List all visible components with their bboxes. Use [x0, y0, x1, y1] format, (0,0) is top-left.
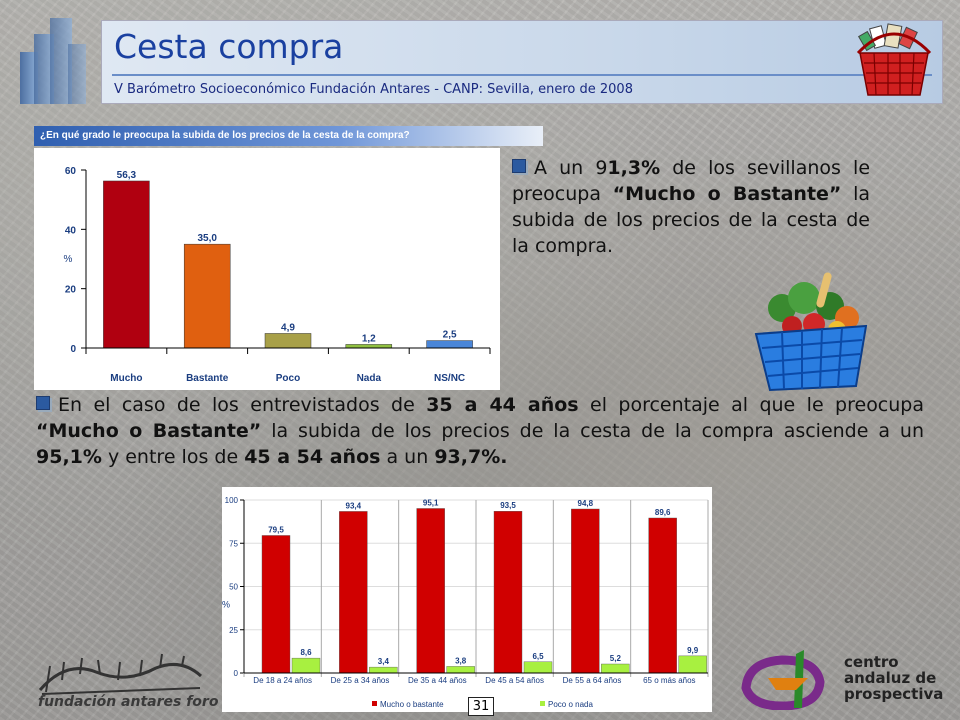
bar-value-label: 89,6 — [655, 508, 671, 517]
page-number: 31 — [468, 697, 494, 716]
title-divider — [112, 74, 932, 76]
bar-mucho-o-bastante — [493, 511, 523, 674]
shopping-basket-icon — [856, 23, 932, 96]
cap-logo-line-1: centro — [844, 653, 899, 671]
centro-andaluz-prospectiva-logo-icon — [741, 650, 825, 710]
bar-value-label: 56,3 — [117, 170, 137, 181]
y-axis-label: % — [222, 599, 230, 609]
bar-poco-o-nada — [446, 666, 475, 674]
bar-value-label: 93,4 — [346, 501, 362, 510]
fundacion-antares-logo-text: fundación antares foro — [38, 694, 219, 710]
x-category-label: De 35 a 44 años — [408, 676, 467, 685]
bullet2-bold-2: “Mucho o Bastante” — [36, 420, 262, 442]
bar-value-label: 5,2 — [610, 654, 622, 663]
bullet2-text-4: y entre los de — [101, 446, 245, 468]
y-tick-label: 40 — [65, 225, 77, 236]
bar — [426, 340, 473, 349]
bar-poco-o-nada — [291, 657, 321, 674]
bar-value-label: 3,8 — [455, 656, 467, 665]
bar-mucho-o-bastante — [416, 508, 445, 674]
bar-value-label: 1,2 — [362, 333, 376, 344]
x-category-label: 65 o más años — [643, 676, 695, 685]
bar-value-label: 95,1 — [423, 498, 439, 507]
x-category-label: Poco — [276, 373, 300, 384]
bullet2-text-1: En el caso de los entrevistados de — [58, 394, 427, 416]
buildings-logo-icon — [20, 16, 90, 104]
bullet2-text-3: la subida de los precios de la cesta de … — [261, 420, 924, 442]
bar-poco-o-nada — [523, 661, 553, 674]
bar-value-label: 4,9 — [281, 322, 295, 333]
concern-level-chart: 0 20 40 60% 56,3 Mucho 35,0 Bastante 4,9 Poco 1,2 N… — [34, 148, 500, 390]
bar-value-label: 93,5 — [500, 501, 516, 510]
concern-level-chart-svg: 0 20 40 60% 56,3 Mucho 35,0 Bastante 4,9 Poco 1,2 N… — [64, 166, 491, 384]
bar-value-label: 2,5 — [443, 330, 457, 341]
y-tick-label: 25 — [229, 626, 238, 635]
x-category-label: Mucho — [110, 373, 142, 384]
y-tick-label: 60 — [65, 166, 77, 177]
bullet1-text-1: A un 9 — [534, 157, 608, 179]
bar-value-label: 8,6 — [300, 648, 312, 657]
x-category-label: De 25 a 34 años — [331, 676, 390, 685]
x-category-label: De 55 a 64 años — [563, 676, 622, 685]
summary-bullet-2: En el caso de los entrevistados de 35 a … — [36, 392, 924, 470]
concern-by-age-chart: 0 25 50 75 100% 79,5 8,6 De 18 a 24 años 93,4 3,4… — [222, 487, 712, 712]
bar-value-label: 6,5 — [532, 652, 544, 661]
bar — [103, 180, 150, 349]
fundacion-antares-logo-icon — [38, 653, 203, 695]
bar-mucho-o-bastante — [571, 508, 600, 674]
centro-andaluz-prospectiva-logo-text: centro andaluz de prospectiva — [844, 654, 943, 702]
bullet2-bold-4: 45 a 54 años — [244, 446, 381, 468]
cap-logo-line-2: andaluz de — [844, 669, 937, 687]
concern-by-age-chart-svg: 0 25 50 75 100% 79,5 8,6 De 18 a 24 años 93,4 3,4… — [222, 496, 709, 709]
y-tick-label: 0 — [70, 344, 76, 355]
bullet1-bold-1: 1,3% — [607, 157, 661, 179]
summary-bullet-1: A un 91,3% de los sevillanos le preocupa… — [512, 155, 870, 259]
bar-value-label: 94,8 — [578, 499, 594, 508]
x-category-label: De 45 a 54 años — [485, 676, 544, 685]
bar-poco-o-nada — [678, 655, 707, 674]
y-tick-label: 0 — [234, 669, 239, 678]
y-tick-label: 75 — [229, 539, 238, 548]
bullet2-bold-5: 93,7%. — [434, 446, 508, 468]
y-axis-label: % — [64, 254, 73, 265]
bullet2-bold-1: 35 a 44 años — [426, 394, 579, 416]
legend-label: Poco o nada — [548, 700, 593, 709]
bar-poco-o-nada — [369, 666, 398, 674]
bullet2-bold-3: 95,1% — [36, 446, 102, 468]
bullet1-text-2: de los sevillanos le preocupa — [512, 157, 871, 205]
bar-value-label: 9,9 — [687, 646, 699, 655]
legend-swatch — [372, 701, 377, 706]
page-subtitle: V Barómetro Socioeconómico Fundación Ant… — [114, 82, 633, 97]
bullet-square-icon — [36, 396, 50, 410]
bullet-square-icon — [512, 159, 526, 173]
x-category-label: Nada — [357, 373, 382, 384]
vegetable-basket-icon — [754, 272, 868, 392]
x-category-label: De 18 a 24 años — [253, 676, 312, 685]
bar-mucho-o-bastante — [261, 535, 291, 674]
y-tick-label: 20 — [65, 285, 77, 296]
legend-label: Mucho o bastante — [380, 700, 444, 709]
page-title: Cesta compra — [114, 27, 344, 66]
bar — [264, 333, 312, 349]
x-category-label: Bastante — [186, 373, 229, 384]
bar-value-label: 3,4 — [378, 657, 390, 666]
header-banner: Cesta compra V Barómetro Socioeconómico … — [101, 20, 943, 104]
bar-mucho-o-bastante — [648, 517, 677, 674]
y-tick-label: 100 — [225, 496, 239, 505]
bullet2-text-5: a un — [380, 446, 435, 468]
bar — [345, 344, 393, 349]
bullet1-bold-2: “Mucho o Bastante” — [612, 183, 842, 205]
bullet1-text-3: la subida de los precios de la cesta de … — [512, 183, 871, 257]
bar-value-label: 79,5 — [268, 525, 284, 534]
x-category-label: NS/NC — [434, 373, 465, 384]
bar — [183, 243, 231, 349]
cap-logo-line-3: prospectiva — [844, 685, 944, 703]
bullet2-text-2: el porcentaje al que le preocupa — [578, 394, 925, 416]
y-tick-label: 50 — [229, 583, 238, 592]
bar-value-label: 35,0 — [197, 233, 217, 244]
survey-question-bar: ¿En qué grado le preocupa la subida de l… — [34, 126, 543, 146]
bar-mucho-o-bastante — [339, 511, 368, 674]
bar-poco-o-nada — [601, 663, 630, 674]
legend-swatch — [540, 701, 545, 706]
